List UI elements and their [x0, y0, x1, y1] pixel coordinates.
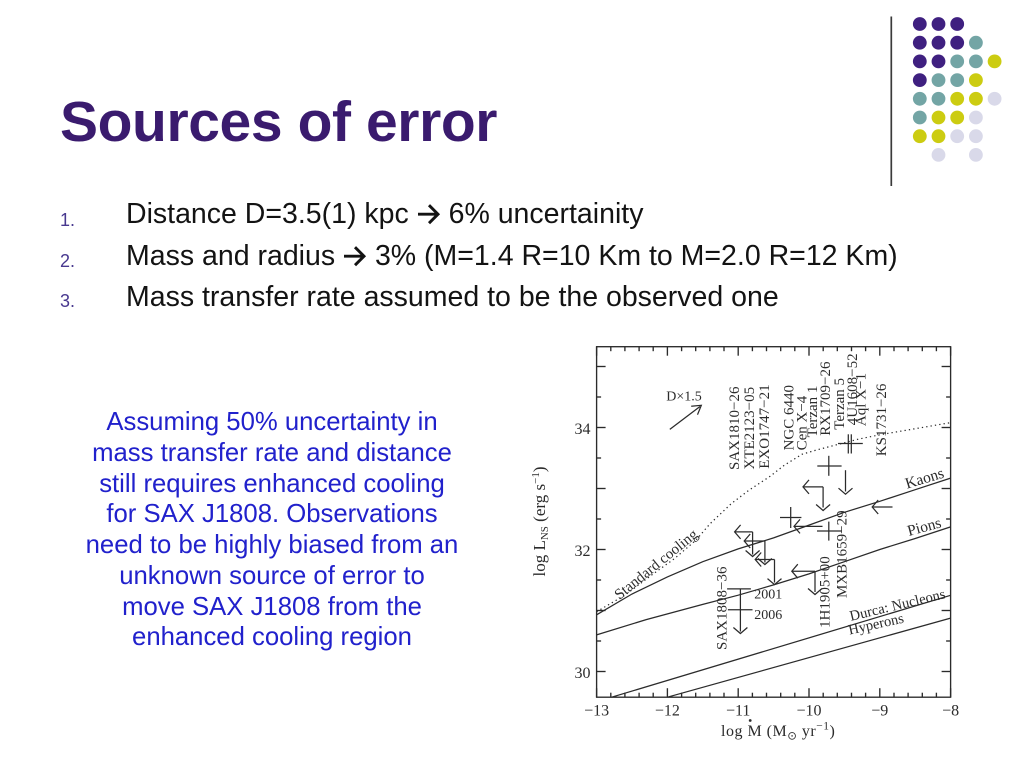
svg-text:−13: −13	[584, 703, 609, 720]
svg-text:−9: −9	[871, 703, 888, 720]
svg-text:EXO1747−21: EXO1747−21	[757, 384, 773, 468]
svg-text:D×1.5: D×1.5	[666, 390, 702, 405]
svg-text:Aql X−1: Aql X−1	[854, 373, 870, 426]
svg-text:30: 30	[575, 665, 591, 682]
svg-text:RX1709−26: RX1709−26	[818, 361, 834, 436]
svg-text:KS1731−26: KS1731−26	[874, 383, 890, 456]
svg-text:−10: −10	[796, 703, 821, 720]
svg-text:Kaons: Kaons	[903, 465, 946, 493]
svg-text:MXB1659−29: MXB1659−29	[834, 510, 850, 598]
svg-text:NGC 6440: NGC 6440	[782, 385, 798, 450]
svg-text:Cen X−4: Cen X−4	[795, 395, 811, 450]
svg-text:1H1905+00: 1H1905+00	[818, 556, 834, 628]
svg-text:SAX1808−36: SAX1808−36	[715, 566, 731, 650]
svg-text:−8: −8	[942, 703, 959, 720]
svg-text:2001: 2001	[754, 588, 782, 603]
svg-text:2006: 2006	[754, 608, 782, 623]
svg-text:log LNS (erg s−1): log LNS (erg s−1)	[530, 467, 551, 577]
svg-text:SAX1810−26: SAX1810−26	[727, 386, 743, 470]
svg-text:−11: −11	[726, 703, 750, 720]
svg-text:32: 32	[575, 543, 591, 560]
svg-text:log M (M⊙ yr−1): log M (M⊙ yr−1)	[721, 721, 835, 743]
svg-text:Terzan 1: Terzan 1	[805, 386, 821, 438]
svg-text:Standard cooling: Standard cooling	[612, 526, 702, 603]
svg-text:−12: −12	[655, 703, 680, 720]
svg-text:4U1608−52: 4U1608−52	[845, 353, 861, 425]
svg-text:Terzan 5: Terzan 5	[832, 378, 848, 430]
svg-text:XTE2123−05: XTE2123−05	[742, 387, 758, 470]
svg-text:34: 34	[575, 421, 591, 438]
